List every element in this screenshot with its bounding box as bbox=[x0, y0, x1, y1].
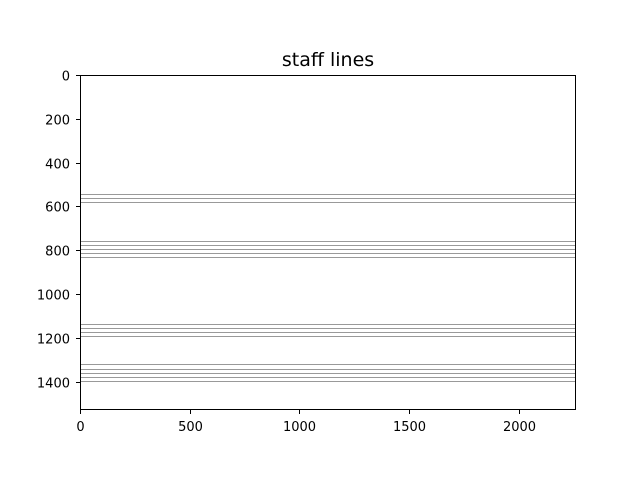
x-tick-label: 2000 bbox=[503, 420, 536, 435]
y-tick-label: 1200 bbox=[37, 333, 70, 348]
x-tick-label: 1500 bbox=[393, 420, 426, 435]
chart-title: staff lines bbox=[282, 49, 374, 71]
plot-area-frame bbox=[80, 75, 576, 410]
x-tick-label: 500 bbox=[178, 420, 203, 435]
y-tick-label: 800 bbox=[45, 245, 70, 260]
y-tick-label: 200 bbox=[45, 114, 70, 129]
x-tick-label: 0 bbox=[76, 420, 84, 435]
x-axis: 0 500 1000 1500 2000 bbox=[76, 410, 536, 435]
y-tick-label: 400 bbox=[45, 158, 70, 173]
x-tick-label: 1000 bbox=[283, 420, 316, 435]
y-axis: 0 200 400 600 800 1000 1200 1400 bbox=[37, 70, 80, 392]
y-tick-label: 1000 bbox=[37, 289, 70, 304]
y-tick-label: 600 bbox=[45, 201, 70, 216]
staff-lines-group bbox=[80, 194, 576, 382]
y-tick-label: 1400 bbox=[37, 377, 70, 392]
y-tick-label: 0 bbox=[62, 70, 70, 85]
